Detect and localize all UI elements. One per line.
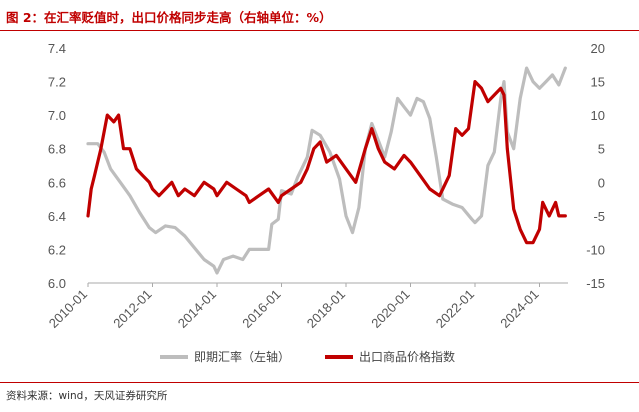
title-bar: 图 2：在汇率贬值时，出口价格同步走高（右轴单位：%） — [0, 0, 639, 31]
x-tick-label: 2018-01 — [304, 287, 348, 331]
left-tick-label: 6.8 — [48, 142, 66, 157]
right-tick-label: 15 — [591, 75, 605, 90]
chart: 6.0 6.2 6.4 6.6 6.8 7.0 7.2 7.4 -15 -10 -5 0 5 10 15 2… — [46, 41, 605, 364]
plot-lines — [86, 66, 567, 275]
right-tick-label: 20 — [591, 41, 605, 56]
right-tick-label: -15 — [586, 276, 605, 291]
right-tick-label: -10 — [586, 242, 605, 257]
source-note: 资料来源：wind，天风证券研究所 — [6, 390, 168, 402]
right-axis-ticks: -15 -10 -5 0 5 10 15 20 — [586, 41, 605, 291]
left-tick-label: 7.2 — [48, 75, 66, 90]
legend: 即期汇率（左轴） 出口商品价格指数 — [160, 349, 455, 364]
x-tick-label: 2014-01 — [175, 287, 219, 331]
exchange-rate-line — [86, 66, 567, 275]
x-axis-ticks: 2010-01 2012-01 2014-01 2016-01 2018-01 2020-… — [46, 283, 542, 331]
x-tick-label: 2022-01 — [433, 287, 477, 331]
x-tick-label: 2020-01 — [368, 287, 412, 331]
left-tick-label: 6.4 — [48, 209, 66, 224]
left-tick-label: 7.0 — [48, 108, 66, 123]
right-tick-label: -5 — [593, 209, 605, 224]
export-price-line — [86, 79, 567, 245]
chart-title: 图 2：在汇率贬值时，出口价格同步走高（右轴单位：%） — [6, 10, 332, 25]
right-tick-label: 0 — [598, 175, 605, 190]
left-tick-label: 7.4 — [48, 41, 66, 56]
right-tick-label: 5 — [598, 142, 605, 157]
x-tick-label: 2024-01 — [497, 287, 541, 331]
x-tick-label: 2016-01 — [239, 287, 283, 331]
left-tick-label: 6.6 — [48, 175, 66, 190]
legend-label-export-price: 出口商品价格指数 — [359, 349, 455, 364]
left-tick-label: 6.2 — [48, 242, 66, 257]
right-tick-label: 10 — [591, 108, 605, 123]
x-tick-label: 2010-01 — [46, 287, 90, 331]
left-tick-label: 6.0 — [48, 276, 66, 291]
left-axis-ticks: 6.0 6.2 6.4 6.6 6.8 7.0 7.2 7.4 — [48, 41, 66, 291]
x-tick-label: 2012-01 — [110, 287, 154, 331]
source-divider — [0, 382, 639, 383]
legend-label-exchange-rate: 即期汇率（左轴） — [194, 349, 290, 364]
